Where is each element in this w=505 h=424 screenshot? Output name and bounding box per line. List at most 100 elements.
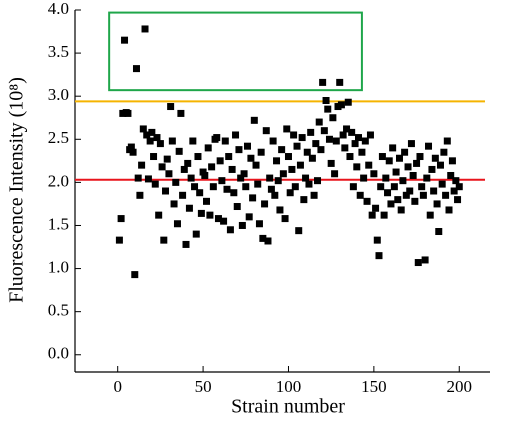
point xyxy=(320,127,328,135)
point xyxy=(346,153,354,161)
point xyxy=(163,155,171,163)
point xyxy=(312,140,320,148)
point xyxy=(201,171,209,179)
y-tick-label: 2.5 xyxy=(48,128,69,147)
point xyxy=(165,170,173,178)
point xyxy=(257,148,265,156)
y-tick-label: 1.0 xyxy=(48,257,69,276)
point xyxy=(150,153,158,161)
point xyxy=(358,148,366,156)
point xyxy=(373,236,381,244)
y-tick-label: 1.5 xyxy=(48,214,69,233)
point xyxy=(348,128,356,136)
x-tick-label: 50 xyxy=(195,377,212,396)
point xyxy=(399,177,407,185)
point xyxy=(384,189,392,197)
point xyxy=(322,97,330,104)
point xyxy=(392,168,400,176)
point xyxy=(291,183,299,191)
point xyxy=(421,256,429,264)
point xyxy=(425,142,433,150)
point xyxy=(167,103,175,111)
point xyxy=(378,153,386,161)
point xyxy=(225,153,233,161)
point xyxy=(144,175,152,183)
point xyxy=(134,174,142,182)
point xyxy=(310,191,318,199)
point xyxy=(218,177,226,185)
point xyxy=(430,187,438,195)
point xyxy=(413,159,421,167)
point xyxy=(235,146,243,154)
point xyxy=(208,163,216,171)
point xyxy=(173,220,181,228)
point xyxy=(196,189,204,197)
point xyxy=(192,230,200,238)
point xyxy=(191,183,199,191)
point xyxy=(414,259,422,267)
point xyxy=(365,161,373,169)
point xyxy=(361,137,369,145)
point xyxy=(411,197,419,205)
point xyxy=(356,191,364,199)
point xyxy=(138,161,146,169)
point xyxy=(153,134,161,142)
point xyxy=(370,170,378,178)
point xyxy=(274,177,282,185)
point xyxy=(302,174,310,182)
point xyxy=(228,165,236,173)
point xyxy=(155,211,163,219)
point xyxy=(226,226,234,234)
point xyxy=(175,147,183,155)
point xyxy=(353,163,361,171)
point xyxy=(121,36,129,44)
point xyxy=(450,187,458,195)
point xyxy=(189,137,197,145)
point xyxy=(194,153,202,161)
point xyxy=(129,148,137,156)
point xyxy=(278,146,286,154)
point xyxy=(385,157,393,165)
point xyxy=(360,174,368,182)
point xyxy=(281,215,289,223)
point xyxy=(363,197,371,205)
point xyxy=(438,180,446,188)
point xyxy=(329,114,337,122)
point xyxy=(197,209,205,217)
x-tick-label: 150 xyxy=(361,377,387,396)
point xyxy=(300,196,308,204)
point xyxy=(337,101,345,109)
x-tick-label: 100 xyxy=(276,377,302,396)
y-tick-label: 0.0 xyxy=(48,344,69,363)
x-tick-label: 0 xyxy=(113,377,122,396)
point xyxy=(428,165,436,173)
point xyxy=(409,171,417,179)
point xyxy=(136,191,144,199)
point xyxy=(397,206,405,214)
point xyxy=(160,236,168,244)
point xyxy=(354,134,362,142)
point xyxy=(264,237,272,245)
point xyxy=(303,148,311,156)
point xyxy=(366,131,374,139)
point xyxy=(402,191,410,199)
point xyxy=(372,204,380,212)
point xyxy=(349,183,357,191)
point xyxy=(209,183,217,191)
point xyxy=(206,211,214,219)
point xyxy=(273,157,281,165)
point xyxy=(406,187,414,195)
point xyxy=(177,109,185,117)
point xyxy=(344,98,352,106)
point xyxy=(423,174,431,182)
point xyxy=(249,194,257,202)
point xyxy=(124,109,132,117)
point xyxy=(293,142,301,150)
point xyxy=(185,204,193,212)
point xyxy=(319,78,327,86)
point xyxy=(377,183,385,191)
point xyxy=(382,174,390,182)
point xyxy=(213,134,221,142)
point xyxy=(143,131,151,139)
